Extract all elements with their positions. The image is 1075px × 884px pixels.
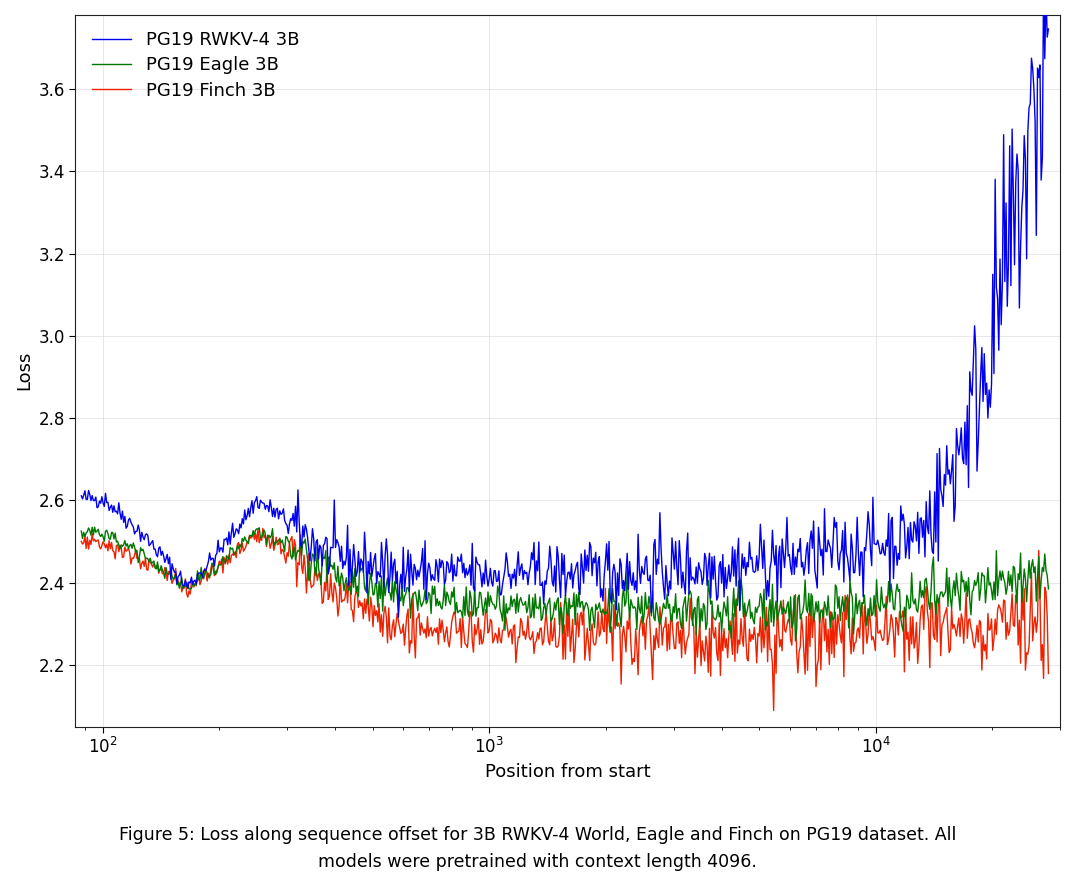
- PG19 Finch 3B: [811, 660, 823, 671]
- PG19 Eagle 3B: [663, 598, 676, 609]
- PG19 RWKV-4 3B: [663, 575, 676, 586]
- PG19 RWKV-4 3B: [809, 573, 822, 583]
- PG19 Eagle 3B: [75, 526, 88, 537]
- PG19 RWKV-4 3B: [908, 521, 921, 531]
- PG19 Finch 3B: [663, 644, 676, 654]
- PG19 Finch 3B: [134, 563, 147, 574]
- PG19 RWKV-4 3B: [392, 612, 405, 622]
- X-axis label: Position from start: Position from start: [485, 763, 650, 781]
- PG19 RWKV-4 3B: [75, 491, 88, 501]
- PG19 Finch 3B: [257, 523, 270, 534]
- Y-axis label: Loss: Loss: [15, 351, 33, 391]
- Line: PG19 Eagle 3B: PG19 Eagle 3B: [82, 527, 1048, 641]
- Line: PG19 RWKV-4 3B: PG19 RWKV-4 3B: [82, 0, 1048, 617]
- PG19 RWKV-4 3B: [637, 569, 650, 580]
- PG19 Eagle 3B: [911, 605, 923, 615]
- PG19 Finch 3B: [911, 617, 923, 628]
- PG19 Finch 3B: [692, 635, 705, 645]
- PG19 Finch 3B: [1042, 668, 1055, 679]
- PG19 RWKV-4 3B: [134, 536, 147, 546]
- PG19 Eagle 3B: [789, 636, 802, 646]
- PG19 RWKV-4 3B: [1042, 24, 1055, 34]
- Legend: PG19 RWKV-4 3B, PG19 Eagle 3B, PG19 Finch 3B: PG19 RWKV-4 3B, PG19 Eagle 3B, PG19 Finc…: [85, 24, 306, 107]
- Text: Figure 5: Loss along sequence offset for 3B RWKV-4 World, Eagle and Finch on PG1: Figure 5: Loss along sequence offset for…: [119, 827, 956, 844]
- PG19 Eagle 3B: [811, 606, 823, 617]
- PG19 Finch 3B: [637, 618, 650, 629]
- PG19 Eagle 3B: [637, 609, 650, 620]
- PG19 Eagle 3B: [1042, 583, 1055, 594]
- PG19 Finch 3B: [768, 705, 780, 716]
- Text: models were pretrained with context length 4096.: models were pretrained with context leng…: [318, 853, 757, 871]
- PG19 Eagle 3B: [88, 522, 101, 532]
- PG19 Eagle 3B: [135, 545, 148, 556]
- PG19 RWKV-4 3B: [692, 558, 705, 568]
- PG19 Finch 3B: [75, 537, 88, 547]
- PG19 Eagle 3B: [692, 591, 705, 602]
- Line: PG19 Finch 3B: PG19 Finch 3B: [82, 529, 1048, 711]
